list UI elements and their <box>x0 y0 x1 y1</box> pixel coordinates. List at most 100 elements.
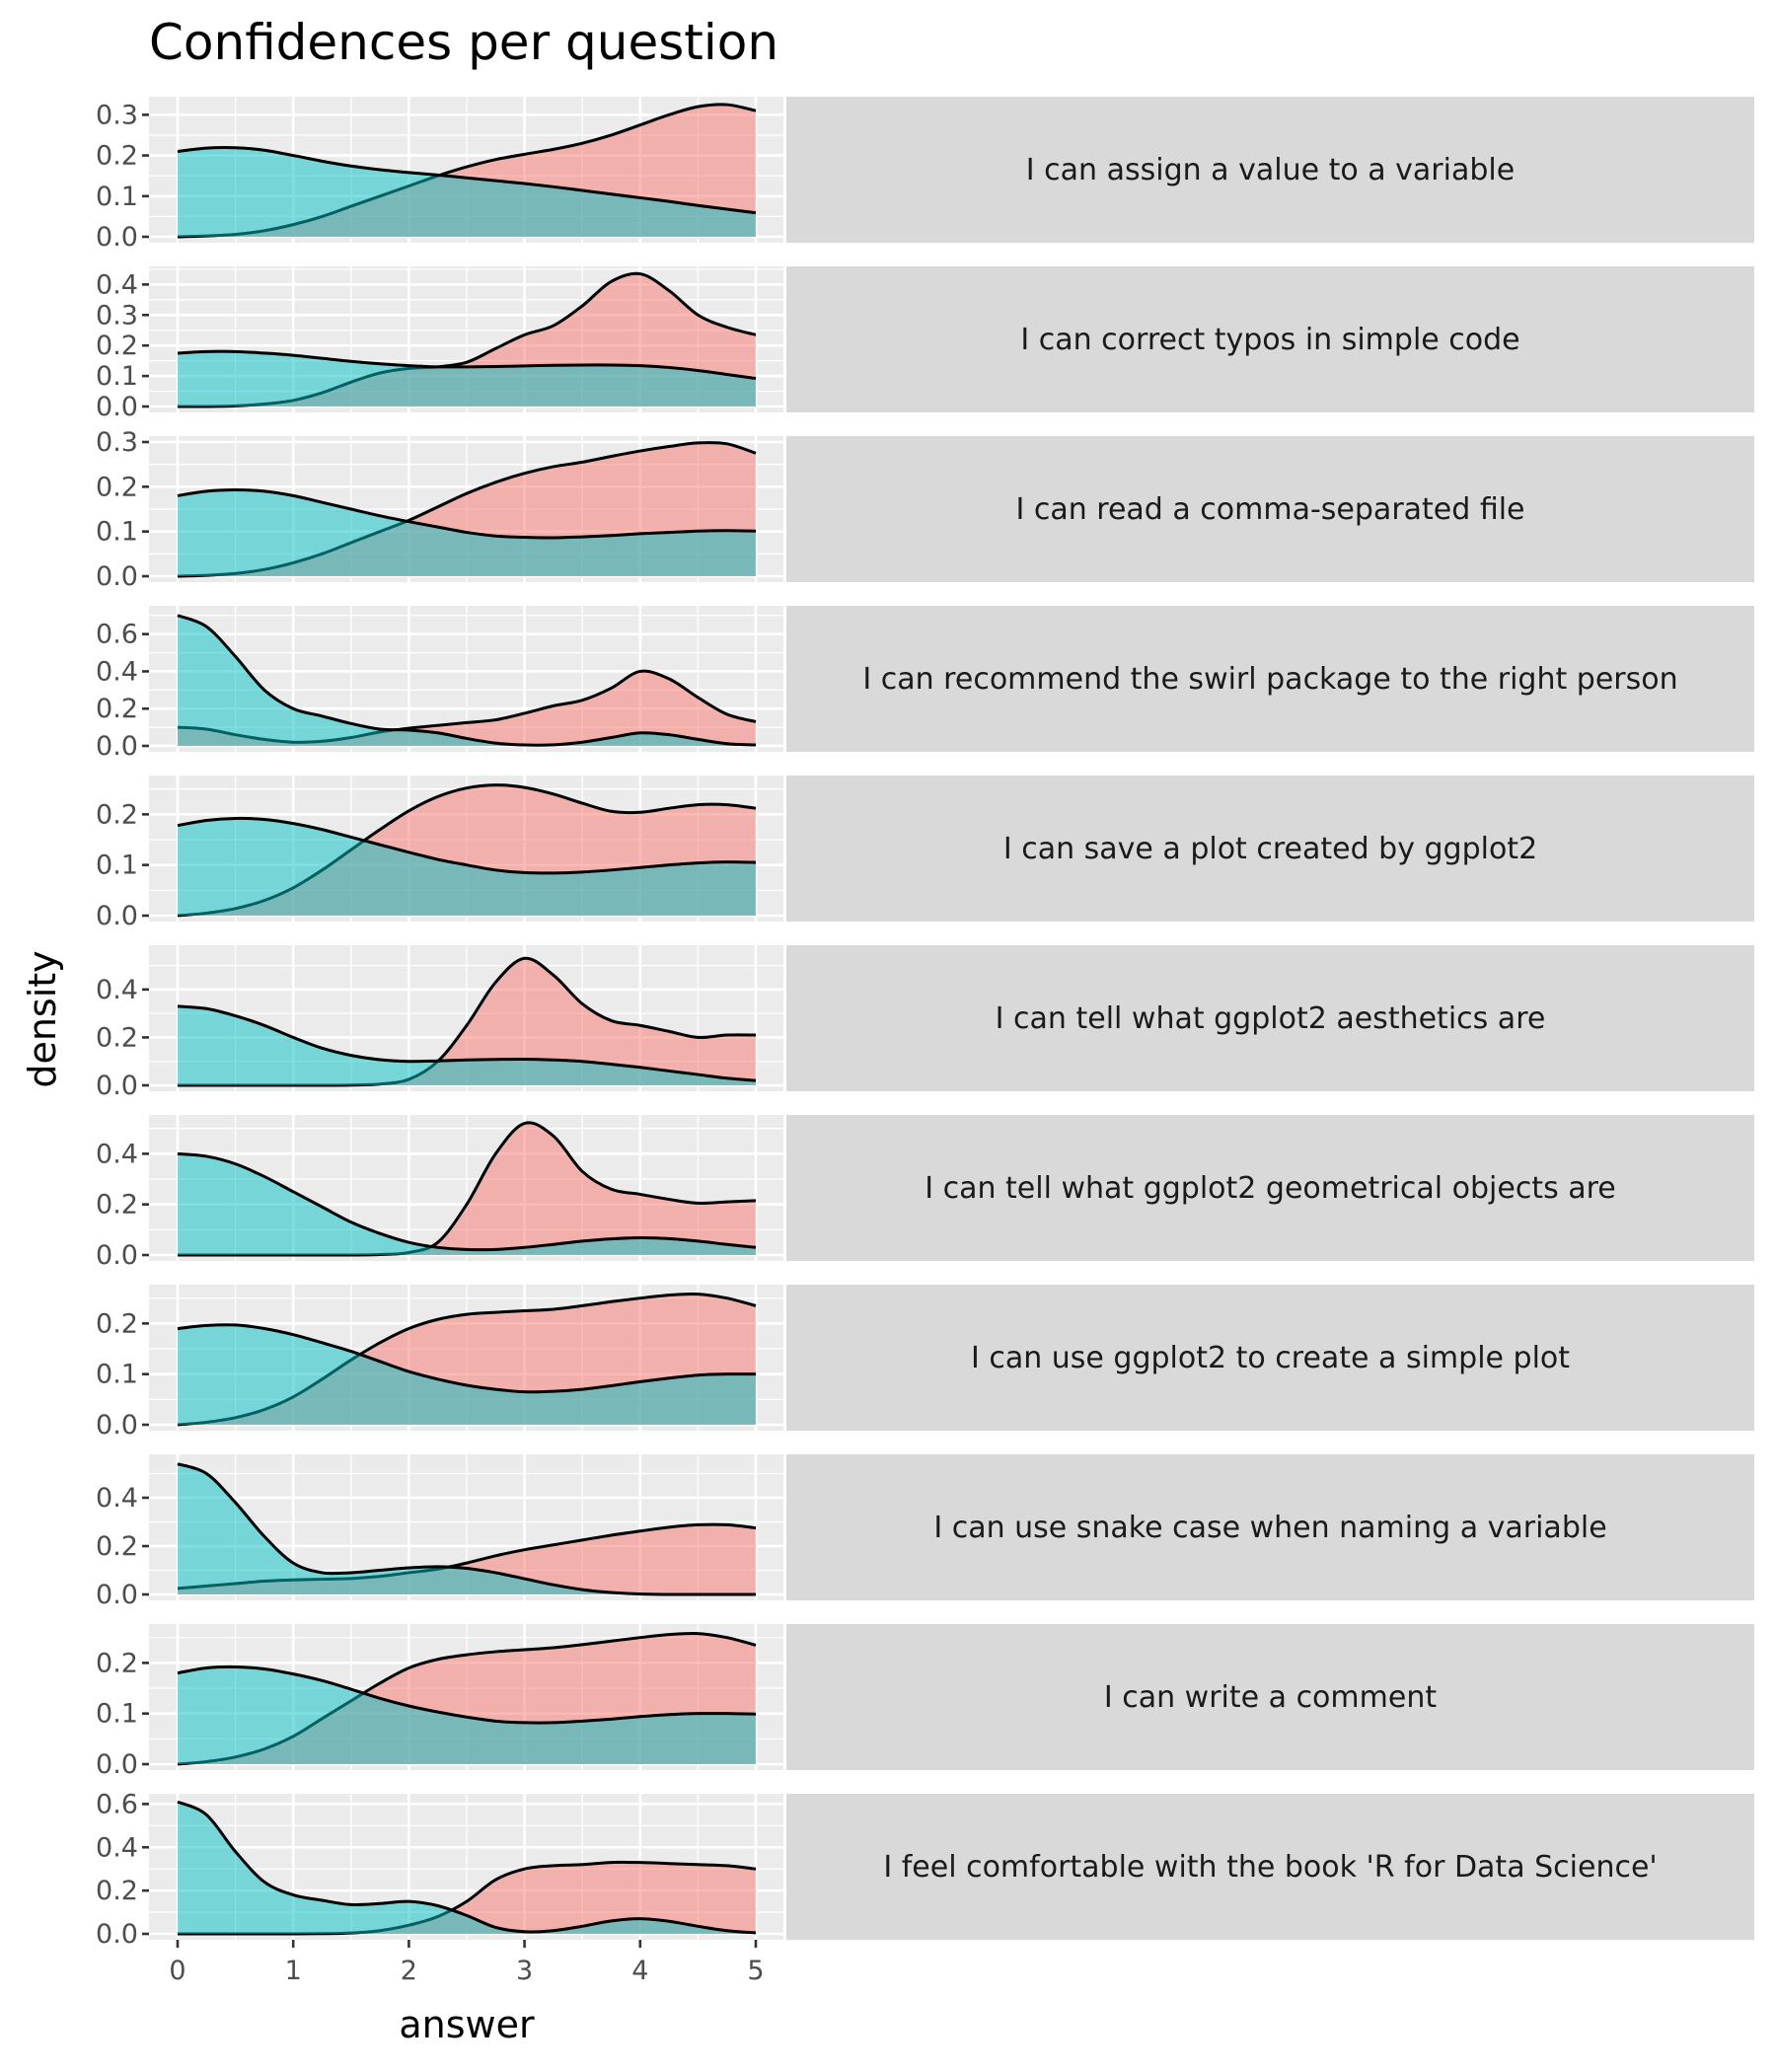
facet-panel: 0.0 0.2 0.4 I can tell what ggplot2 geometr… <box>96 1115 1754 1271</box>
density-area-teal <box>178 1153 756 1255</box>
y-tick-label: 0.0 <box>96 901 138 931</box>
facet-strip <box>786 945 1754 1091</box>
y-tick-label: 0.3 <box>96 300 138 331</box>
density-line-teal <box>177 1323 757 1394</box>
y-tick-label: 0.4 <box>96 656 138 687</box>
y-tick-label: 0.0 <box>96 731 138 762</box>
y-tick-label: 0.0 <box>96 1749 138 1780</box>
x-tick-label: 3 <box>516 1956 533 1986</box>
facet-strip-label: I feel comfortable with the book 'R for … <box>883 1850 1657 1885</box>
facet-panel: 0.0 0.2 0.4 0.6 I can recommend the swirl pa… <box>96 606 1754 762</box>
facet-panel: 0.0 0.2 0.4 I can tell what ggplot2 aesthet… <box>96 945 1754 1101</box>
density-area-teal <box>178 147 756 237</box>
facet-strip <box>786 776 1754 922</box>
panels-group: 0.00.10.20.3I can assign a value to a va… <box>96 97 1754 1950</box>
y-tick-label: 0.2 <box>96 1022 138 1053</box>
y-tick-label: 0.1 <box>96 1360 138 1390</box>
density-area-red <box>178 1524 756 1594</box>
density-area-red <box>178 1862 756 1935</box>
y-tick-label: 0.0 <box>96 392 138 422</box>
y-tick-label: 0.6 <box>96 620 138 650</box>
x-tick-label: 1 <box>285 1956 302 1986</box>
y-tick-label: 0.3 <box>96 427 138 458</box>
y-tick-label: 0.2 <box>96 141 138 172</box>
y-tick-label: 0.0 <box>96 1919 138 1950</box>
y-tick-label: 0.4 <box>96 1483 138 1514</box>
density-line-teal <box>177 349 757 381</box>
density-line-teal <box>177 1665 757 1725</box>
y-tick-label: 0.4 <box>96 975 138 1005</box>
facet-strip-label: I can correct typos in simple code <box>1020 323 1519 357</box>
y-tick-label: 0.0 <box>96 1410 138 1441</box>
y-tick-label: 0.2 <box>96 472 138 502</box>
facet-strip <box>786 1794 1754 1940</box>
y-tick-label: 0.1 <box>96 851 138 881</box>
y-tick-label: 0.2 <box>96 694 138 724</box>
y-tick-label: 0.1 <box>96 1699 138 1730</box>
facet-strip-label: I can save a plot created by ggplot2 <box>1003 832 1537 866</box>
density-area-red <box>178 958 756 1086</box>
x-axis-title: answer <box>399 2003 535 2046</box>
facet-strip <box>786 1115 1754 1261</box>
density-line-teal <box>177 1004 757 1082</box>
y-axis-title: density <box>21 950 64 1087</box>
y-tick-label: 0.4 <box>96 1832 138 1863</box>
facet-panel: 0.0 0.1 0.2 0.3 I can assign a value to a va… <box>96 97 1754 253</box>
x-tick-label: 4 <box>631 1956 648 1986</box>
facet-panel: 0.00.10.20.30.4 I can correct typos in si… <box>96 266 1754 422</box>
facet-strip-label: I can tell what ggplot2 geometrical obje… <box>925 1171 1616 1206</box>
y-tick-label: 0.4 <box>96 269 138 300</box>
density-line-teal <box>177 1800 757 1935</box>
y-tick-label: 0.6 <box>96 1789 138 1819</box>
y-tick-label: 0.1 <box>96 517 138 548</box>
facet-panel: 0.0 0.1 0.2 I can save a plot created by gg… <box>96 776 1754 931</box>
facet-strip-label: I can recommend the swirl package to the… <box>862 662 1677 697</box>
x-tick-label: 2 <box>401 1956 417 1986</box>
facet-panel: 0.0 0.1 0.2 0.3 I can read a comma-separated… <box>96 427 1754 592</box>
density-line-teal <box>177 614 757 747</box>
y-tick-label: 0.4 <box>96 1139 138 1169</box>
density-area-teal <box>178 1666 756 1764</box>
y-tick-label: 0.2 <box>96 331 138 361</box>
facet-strip-label: I can assign a value to a variable <box>1026 153 1515 187</box>
facet-strip-label: I can use snake case when naming a varia… <box>933 1511 1606 1545</box>
density-line-teal <box>177 146 757 215</box>
density-area-teal <box>178 615 756 746</box>
density-area-teal <box>178 1324 756 1425</box>
facet-strip <box>786 1285 1754 1431</box>
facet-panel: 0.0 0.1 0.2 I can write a comment <box>96 1624 1754 1780</box>
y-tick-label: 0.3 <box>96 100 138 130</box>
facet-panel: 0.0 0.1 0.2 I can use ggplot2 to create a s… <box>96 1285 1754 1441</box>
y-tick-label: 0.0 <box>96 1240 138 1271</box>
y-tick-label: 0.0 <box>96 1071 138 1101</box>
y-tick-label: 0.2 <box>96 1190 138 1221</box>
facet-strip <box>786 1624 1754 1770</box>
y-tick-label: 0.2 <box>96 799 138 830</box>
facet-strip <box>786 436 1754 582</box>
facet-panel: 0.0 0.2 0.4 I can use snake case when namin… <box>96 1454 1754 1610</box>
x-tick-label: 5 <box>747 1956 764 1986</box>
facet-strip-label: I can tell what ggplot2 aesthetics are <box>996 1001 1546 1036</box>
facet-strip <box>786 606 1754 752</box>
facet-strip-label: I can read a comma-separated file <box>1015 492 1524 527</box>
x-tick-label: 0 <box>169 1956 185 1986</box>
y-tick-label: 0.2 <box>96 1308 138 1339</box>
y-tick-label: 0.1 <box>96 361 138 392</box>
chart-title: Confidences per question <box>149 14 778 71</box>
y-tick-label: 0.0 <box>96 222 138 253</box>
facet-strip-label: I can use ggplot2 to create a simple plo… <box>971 1341 1570 1375</box>
facet-strip <box>786 1454 1754 1600</box>
density-line-teal <box>177 488 757 540</box>
y-tick-label: 0.2 <box>96 1648 138 1678</box>
facet-strip <box>786 97 1754 243</box>
y-tick-label: 0.2 <box>96 1531 138 1562</box>
density-area-red <box>178 1122 756 1256</box>
density-line-teal <box>177 1462 756 1596</box>
y-tick-label: 0.0 <box>96 1580 138 1610</box>
density-line-red <box>178 1860 757 1936</box>
y-tick-label: 0.0 <box>96 561 138 592</box>
y-tick-label: 0.1 <box>96 182 138 212</box>
density-line-teal <box>177 816 757 875</box>
facet-panel: 0.0 0.2 0.4 0.6 I feel comfortable with the … <box>96 1789 1754 1950</box>
